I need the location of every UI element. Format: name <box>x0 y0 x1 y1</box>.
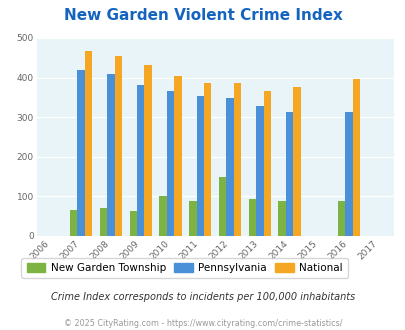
Legend: New Garden Township, Pennsylvania, National: New Garden Township, Pennsylvania, Natio… <box>21 258 347 278</box>
Bar <box>226 98 233 236</box>
Bar <box>292 87 300 236</box>
Bar <box>263 91 270 236</box>
Bar <box>345 112 352 236</box>
Text: © 2025 CityRating.com - https://www.cityrating.com/crime-statistics/: © 2025 CityRating.com - https://www.city… <box>64 319 341 328</box>
Bar <box>196 96 203 236</box>
Bar <box>144 65 151 236</box>
Bar <box>100 208 107 236</box>
Bar <box>337 202 345 236</box>
Bar <box>77 70 85 236</box>
Bar <box>136 85 144 236</box>
Text: New Garden Violent Crime Index: New Garden Violent Crime Index <box>64 8 341 23</box>
Bar <box>85 51 92 236</box>
Bar <box>70 210 77 236</box>
Bar <box>256 106 263 236</box>
Bar <box>278 202 285 236</box>
Bar <box>174 76 181 236</box>
Bar <box>114 56 122 236</box>
Bar <box>218 177 226 236</box>
Bar <box>189 202 196 236</box>
Bar <box>166 91 174 236</box>
Bar <box>248 199 256 236</box>
Text: Crime Index corresponds to incidents per 100,000 inhabitants: Crime Index corresponds to incidents per… <box>51 292 354 302</box>
Bar <box>203 83 211 236</box>
Bar <box>129 212 136 236</box>
Bar <box>233 83 241 236</box>
Bar <box>159 196 166 236</box>
Bar <box>107 74 114 236</box>
Bar <box>285 112 292 236</box>
Bar <box>352 79 359 236</box>
